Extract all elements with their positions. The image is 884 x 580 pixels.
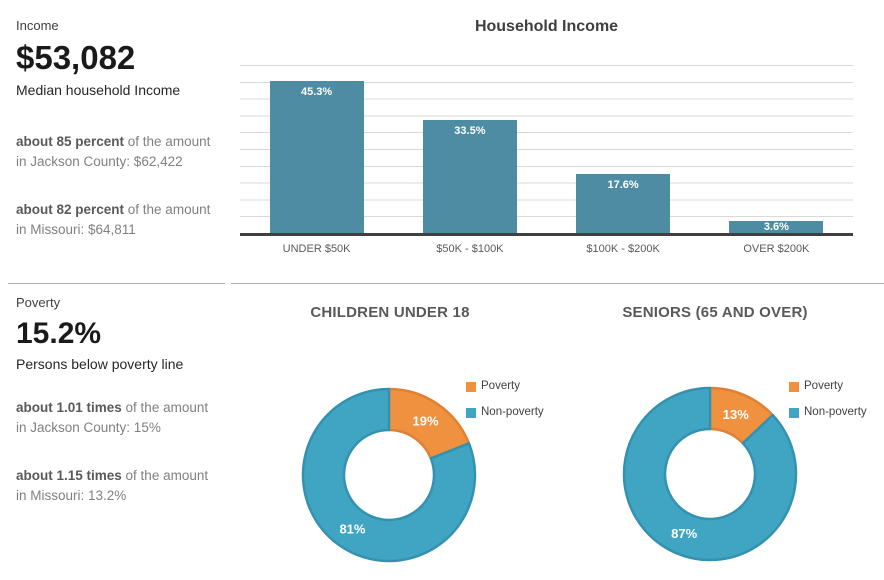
donut-slice-non-poverty [301,387,477,563]
horizontal-divider-left [8,283,225,284]
bar-chart-title: Household Income [474,18,619,35]
bar-chart-x-axis-labels: UNDER $50K $50K - $100K $100K - $200K OVER … [240,243,853,259]
slice-value-label: 19% [413,414,439,429]
x-axis-label: UNDER $50K [282,243,351,255]
poverty-section-label: Poverty [16,295,61,310]
note-text: about 82 percent [16,201,125,217]
income-value: $53,082 [16,39,136,76]
poverty-caption: Persons below poverty line [16,355,184,372]
slice-value-label: 13% [723,407,749,422]
note-text: in Missouri: 13.2% [16,487,127,503]
comparison-note: about 85 percent of the amount in Jackson… [16,132,224,172]
bar-under-50k: 45.3% [269,81,364,233]
children-donut: 19% 81% [301,387,477,563]
income-comparison-notes: about 85 percent of the amount in Jackson… [16,132,228,240]
x-axis-label: OVER $200K [743,243,810,255]
legend-swatch-icon [789,382,799,392]
note-text: of the amount [121,399,209,415]
legend-label: Non-poverty [804,406,867,418]
comparison-note: about 1.01 times of the amount in Jackson… [16,398,224,438]
slice-value-label: 87% [671,526,697,541]
note-text: in Missouri: $64,811 [16,221,136,237]
seniors-donut: 13% 87% [622,386,798,562]
legend-label: Poverty [481,380,520,392]
x-axis-label: $100K - $200K [586,243,660,255]
bar-over-200k: 3.6% [729,220,824,233]
note-text: of the amount [124,133,211,149]
legend-swatch-icon [466,408,476,418]
comparison-note: about 82 percent of the amount in Missour… [16,200,224,240]
note-text: in Jackson County: 15% [16,419,161,435]
poverty-value: 15.2% [16,317,102,350]
children-chart-legend: Poverty Non-poverty [466,380,544,432]
note-text: about 1.15 times [16,467,122,483]
legend-label: Non-poverty [481,406,544,418]
poverty-stat-block: Poverty 15.2% Persons below poverty line… [16,295,228,534]
income-stat-block: Income $53,082 Median household Income a… [16,18,228,268]
income-section-label: Income [16,18,59,33]
legend-label: Poverty [804,380,843,392]
note-text: about 1.01 times [16,399,122,415]
legend-item-non-poverty: Non-poverty [789,406,867,418]
seniors-chart-legend: Poverty Non-poverty [789,380,867,432]
bar-value-label: 33.5% [454,125,486,137]
note-text: about 85 percent [16,133,125,149]
comparison-note: about 1.15 times of the amount in Missour… [16,466,224,506]
legend-swatch-icon [789,408,799,418]
donut-slice-non-poverty [622,386,798,562]
stats-sidebar: Income $53,082 Median household Income a… [16,0,228,580]
bar-chart-plot-area: 45.3% 33.5% 17.6% 3.6% [240,65,853,236]
legend-item-non-poverty: Non-poverty [466,406,544,418]
bar--100k-200k: 17.6% [576,174,671,233]
note-text: of the amount [124,201,211,217]
seniors-poverty-donut-chart: SENIORS (65 AND OVER) 13% 87% Poverty Non-… [560,290,884,580]
bar--50k-100k: 33.5% [422,120,517,233]
household-income-bar-chart: Household Income 45.3% 33.5% 17.6% 3.6% UND… [238,0,884,283]
slice-value-label: 81% [339,521,365,536]
note-text: in Jackson County: $62,422 [16,153,183,169]
note-text: of the amount [121,467,209,483]
children-poverty-donut-chart: CHILDREN UNDER 18 19% 81% Poverty Non-pove… [238,290,560,580]
horizontal-divider-right [231,283,884,284]
poverty-comparison-notes: about 1.01 times of the amount in Jackson… [16,398,228,506]
seniors-chart-title: SENIORS (65 AND OVER) [622,304,808,321]
bar-value-label: 17.6% [607,179,639,191]
legend-item-poverty: Poverty [466,380,544,392]
legend-item-poverty: Poverty [789,380,867,392]
children-chart-title: CHILDREN UNDER 18 [310,304,470,321]
bar-value-label: 3.6% [763,220,789,233]
legend-swatch-icon [466,382,476,392]
income-caption: Median household Income [16,81,181,98]
x-axis-label: $50K - $100K [436,243,504,255]
bar-value-label: 45.3% [300,86,333,98]
